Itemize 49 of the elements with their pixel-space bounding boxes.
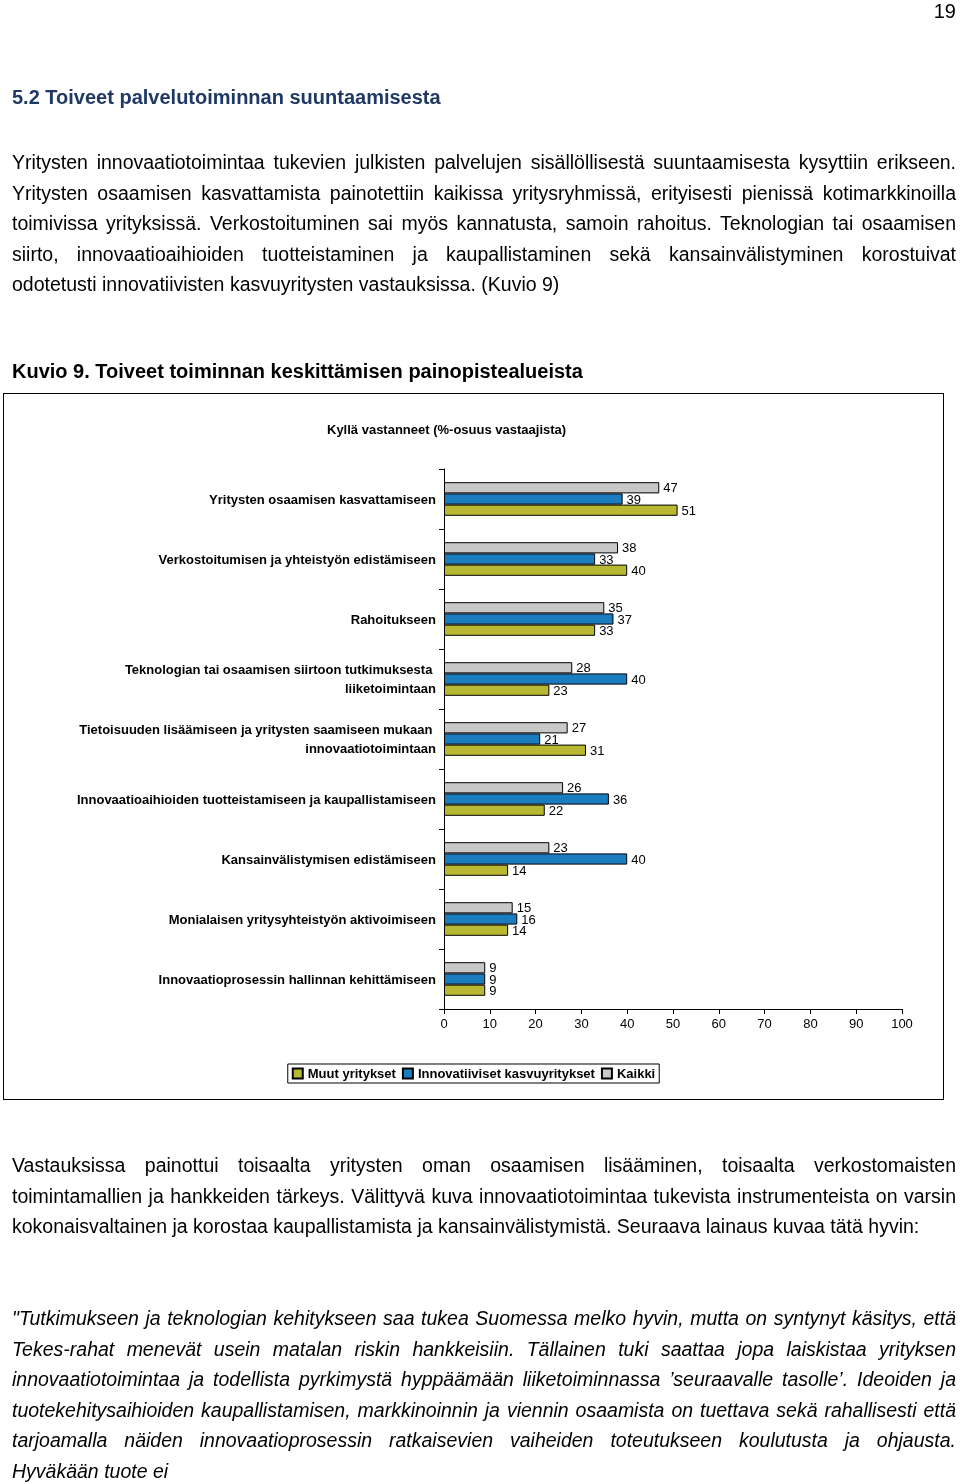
x-tick-label: 30 bbox=[574, 1016, 589, 1031]
y-tick-label: Innovaatioaihioiden tuotteistamiseen ja kaupallistamiseen bbox=[76, 791, 437, 807]
y-tick-label: Verkostoitumisen ja yhteistyön edistämiseen bbox=[158, 551, 437, 567]
data-label: 40 bbox=[631, 671, 646, 687]
data-label: 33 bbox=[599, 551, 614, 567]
x-tick-label: 90 bbox=[848, 1016, 864, 1031]
data-label: 33 bbox=[599, 622, 614, 638]
y-tick-label: Kansainvälistymisen edistämiseen bbox=[221, 851, 437, 867]
x-tick-label: 50 bbox=[665, 1016, 681, 1031]
data-label: 51 bbox=[681, 502, 697, 518]
data-label: 38 bbox=[622, 540, 637, 556]
data-label: 47 bbox=[663, 480, 678, 496]
text: "Tutkimukseen ja teknologian kehitykseen saa tukea Suomessa melko hyvin, mutta on syntynyt käsitys, että Tekes-rahat menevät usein matalan riskin hankkeisiin. Tällainen tuki saattaa jopa laiskistaa yrityksen innovaatiotoimintaa ja todellista pyrkimystä hyppäämään liiketoiminnassa ’seuraavalle tasolle’. Ideoiden ja tuotekehitysaihioiden kaupallistamisen, markkinoinnin ja viennin osaamista on tuettava sekä rahallisesti että tarjoamalla näiden innovaatioprosessin ratkaisevien vaiheiden toteutukseen koulutusta ja ohjausta. Hyväkään tuote ei bbox=[12, 1306, 956, 1484]
legend-label: Muut yritykset bbox=[307, 1066, 397, 1081]
text: 5.2 Toiveet palvelutoiminnan suuntaamisesta bbox=[12, 86, 441, 109]
text: Vastauksissa painottui toisaalta yritysten oman osaamisen lisääminen, toisaalta verkostomaisten toimintamallien ja hankkeiden tärkeys. Välittyvä kuva innovaatiotoimintaa tukevista instrumenteista on varsin kokonaisvaltainen ja korostaa kaupallistamista ja kansainvälistymistä. Seuraava lainaus kuvaa tätä hyvin: bbox=[12, 1153, 956, 1239]
data-label: 21 bbox=[544, 731, 559, 747]
x-tick-label: 40 bbox=[619, 1016, 635, 1031]
data-label: 23 bbox=[553, 682, 568, 698]
data-label: 22 bbox=[548, 802, 564, 818]
data-label: 26 bbox=[567, 780, 582, 796]
legend-label: Innovatiiviset kasvuyritykset bbox=[417, 1066, 596, 1081]
data-label: 40 bbox=[631, 851, 646, 867]
legend-label: Kaikki bbox=[616, 1066, 656, 1081]
x-tick-label: 20 bbox=[528, 1016, 543, 1031]
x-tick-label: 80 bbox=[803, 1016, 818, 1031]
data-label: 28 bbox=[576, 660, 591, 676]
y-tick-label: Yritysten osaamisen kasvattamiseen bbox=[209, 491, 437, 507]
data-label: 31 bbox=[589, 742, 605, 758]
x-tick-label: 0 bbox=[440, 1016, 448, 1031]
text: Yritysten innovaatiotoimintaa tukevien julkisten palvelujen sisällöllisestä suuntaamisesta kysyttiin erikseen. Yritysten osaamisen kasvattamista painotettiin kaikissa yritysryhmissä, erityisesti pienissä kotimarkkinoilla toimivissa yrityksissä. Verkostoituminen sai myös kannatusta, samoin rahoitus. Teknologian tai osaamisen siirto, innovaatioaihioiden tuotteistaminen ja kaupallistaminen sekä kansainvälistyminen korostuivat odotetusti innovatiivisten kasvuyritysten vastauksissa. (Kuvio 9) bbox=[12, 150, 956, 297]
data-label: 27 bbox=[571, 720, 587, 736]
y-tick-label: Tietoisuuden lisäämiseen ja yritysten saamiseen mukaan innovaatiotoimintaan bbox=[79, 722, 437, 756]
data-label: 39 bbox=[626, 491, 642, 507]
x-tick-label: 100 bbox=[891, 1016, 913, 1031]
data-label: 36 bbox=[612, 791, 628, 807]
data-label: 23 bbox=[553, 840, 568, 856]
data-label: 40 bbox=[631, 562, 646, 578]
y-tick-label: Monialaisen yritysyhteistyön aktivoimiseen bbox=[168, 911, 437, 927]
text: 19 bbox=[933, 0, 956, 23]
data-label: 14 bbox=[512, 862, 527, 878]
chart-subtitle: Kyllä vastanneet (%-osuus vastaajista) bbox=[327, 422, 567, 437]
y-tick-label: Innovaatioprosessin hallinnan kehittämiseen bbox=[158, 971, 437, 987]
x-tick-label: 10 bbox=[482, 1016, 498, 1031]
y-tick-label: Rahoitukseen bbox=[350, 611, 437, 627]
x-tick-label: 60 bbox=[711, 1016, 727, 1031]
y-tick-label: Teknologian tai osaamisen siirtoon tutkimuksesta liiketoimintaan bbox=[124, 662, 437, 696]
chart-title: Kuvio 9. Toiveet toiminnan keskittämisen painopistealueista bbox=[12, 360, 583, 383]
x-tick-label: 70 bbox=[757, 1016, 772, 1031]
